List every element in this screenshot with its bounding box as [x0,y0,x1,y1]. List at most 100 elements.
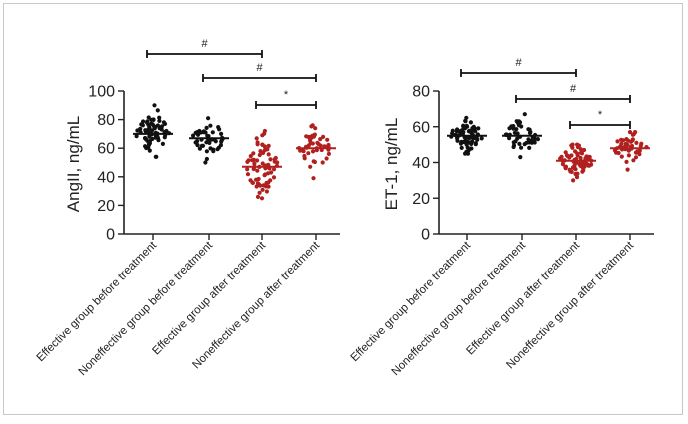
data-point [310,149,316,154]
data-point [318,143,323,148]
data-point [518,155,523,160]
data-point [204,140,209,145]
data-point [260,187,265,192]
data-point [251,151,256,156]
data-point [248,154,253,159]
x-category-label: Effective group before treatment [349,239,474,364]
data-point [262,173,267,178]
data-point [629,143,635,149]
data-point [579,161,584,166]
data-point [153,154,158,159]
data-point [619,154,624,159]
data-point [522,112,527,117]
data-point [146,142,152,147]
significance-label: * [284,89,289,101]
series-2 [189,116,229,165]
data-point [468,120,473,125]
data-point [624,159,629,164]
series-3 [556,142,596,183]
data-point [216,145,221,150]
data-point [527,130,533,136]
data-point [535,137,541,142]
data-point [257,152,262,158]
data-point [507,136,512,141]
data-point [155,134,160,139]
significance-label: # [256,62,263,74]
significance-bracket: # [460,57,577,77]
data-point [637,148,642,153]
data-point [191,133,196,138]
data-point [630,132,636,137]
data-point [217,127,222,132]
data-point [159,127,164,132]
data-point [139,122,144,127]
data-point [509,124,514,129]
data-point [306,151,311,156]
data-point [631,158,636,163]
data-point [321,134,326,139]
data-point [266,180,271,185]
data-point [569,143,574,148]
data-point [573,149,578,154]
data-point [272,157,277,162]
data-point [162,135,167,140]
data-point [266,184,271,189]
data-point [559,154,564,159]
data-point [301,149,306,154]
y-tick-label: 20 [97,198,115,215]
data-point [532,140,537,145]
data-point [199,143,204,148]
y-tick-label: 40 [412,155,430,172]
significance-label: * [598,109,603,121]
data-point [464,123,469,128]
data-point [255,194,261,199]
data-point [522,142,527,147]
data-point [159,124,165,129]
y-tick-label: 80 [97,112,115,129]
data-point [146,127,151,132]
data-point [268,157,273,162]
y-tick-label: 100 [88,84,115,101]
data-point [206,116,211,121]
data-point [256,182,262,187]
data-point [511,143,517,148]
data-point [526,137,531,142]
data-point [266,143,271,148]
series-3 [242,128,282,201]
data-point [204,125,209,130]
data-point [208,123,213,128]
series-4 [296,123,336,181]
data-point [526,127,531,132]
data-point [308,164,313,169]
data-point [324,156,329,161]
data-point [252,161,257,166]
data-point [580,169,585,174]
data-point [463,151,468,156]
figure-frame: 0 20 40 60 80 100 AngII, ng/mL Effective group … [3,3,683,415]
data-point [310,133,315,138]
data-point [262,148,267,153]
data-point [193,140,198,145]
significance-bracket: # [146,38,263,58]
data-point [146,115,151,120]
data-point [567,154,572,159]
data-point [146,139,151,144]
data-point [134,134,139,139]
data-point [210,130,215,135]
data-point [271,175,277,180]
significance-bracket: * [569,109,631,129]
data-point [138,126,143,131]
significance-label: # [570,83,577,95]
data-point [463,118,468,123]
data-point [634,140,639,145]
data-point [311,176,316,181]
y-tick-label: 20 [412,191,430,208]
data-point [271,167,277,172]
data-point [264,189,269,194]
data-point [259,196,265,201]
data-point [576,143,581,148]
data-point [203,160,208,165]
data-point [197,128,202,134]
data-point [479,136,484,141]
data-point [517,120,523,125]
